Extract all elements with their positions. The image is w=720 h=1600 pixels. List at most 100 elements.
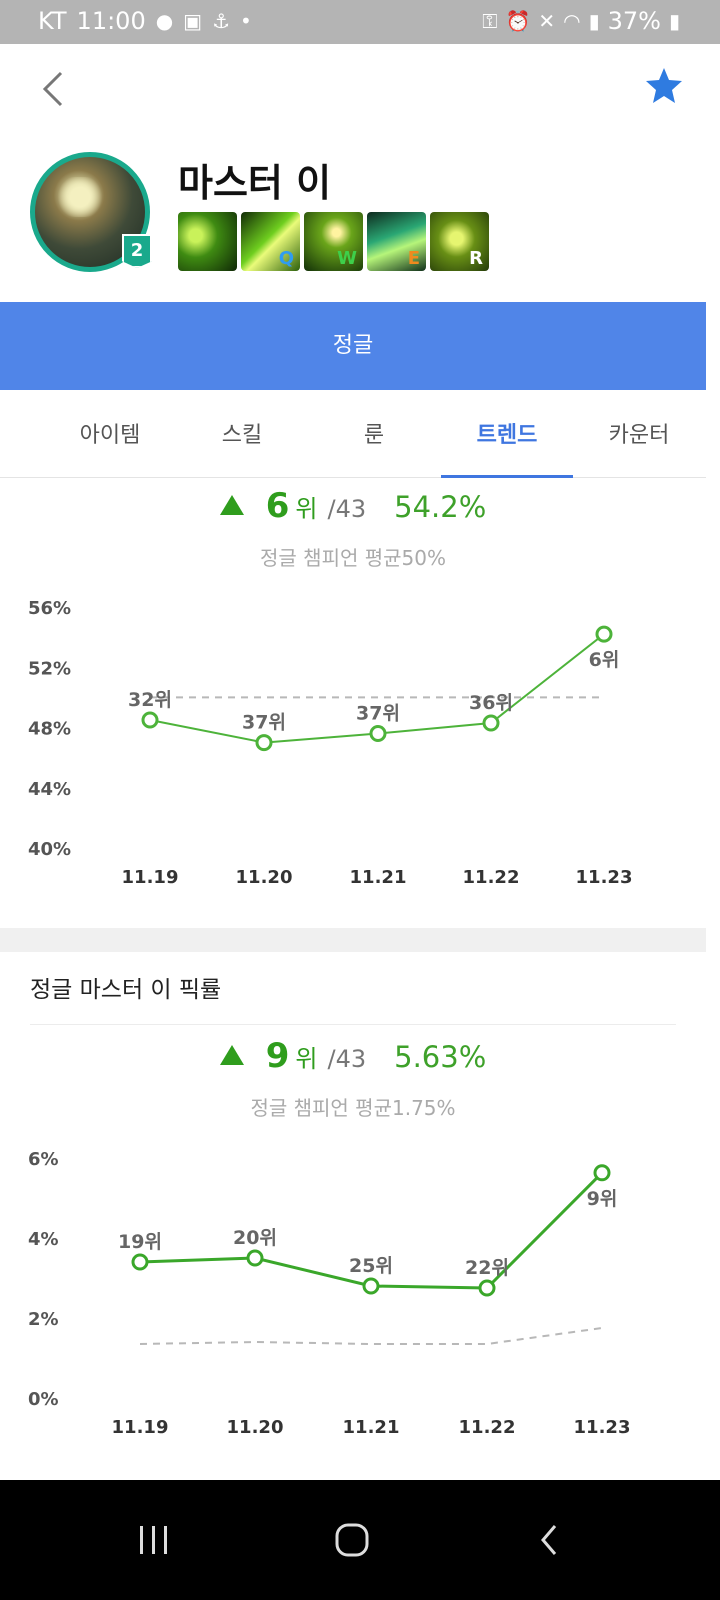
w-skill-icon[interactable]: W — [304, 212, 363, 271]
x-tick-label: 11.19 — [112, 1417, 169, 1438]
data-point — [131, 1253, 149, 1271]
win-rate-chart: 56% 52% 48% 44% 40% 11.19 11.20 11.21 11.22 11.23… — [28, 598, 633, 888]
role-selector[interactable]: 정글 — [0, 302, 706, 390]
rank-up-icon — [219, 495, 244, 515]
tab-runes[interactable]: 룬 — [363, 423, 385, 448]
rank-data-label: 19위 — [118, 1231, 162, 1253]
back-button[interactable] — [30, 64, 74, 114]
section-divider — [0, 928, 706, 952]
win-rank-total: /43 — [327, 495, 367, 523]
x-tick-label: 11.21 — [350, 867, 407, 888]
signal-icon: ▮ — [588, 9, 600, 33]
x-tick-label: 11.23 — [574, 1417, 631, 1438]
champion-name: 마스터 이 — [178, 161, 332, 205]
data-point — [478, 1279, 496, 1297]
rank-data-label: 6위 — [589, 649, 620, 671]
y-tick-label: 2% — [28, 1309, 59, 1330]
pick-rate-summary: 9 위 /43 5.63% 정글 챔피언 평균1.75% — [0, 1036, 706, 1121]
x-tick-label: 11.19 — [122, 867, 179, 888]
x-tick-label: 11.21 — [343, 1417, 400, 1438]
x-tick-label: 11.20 — [236, 867, 293, 888]
tab-bar: 아이템 스킬 룬 트렌드 카운터 — [0, 392, 706, 478]
e-skill-icon[interactable]: E — [367, 212, 426, 271]
win-rate-value: 54.2% — [394, 490, 487, 524]
q-key-label: Q — [278, 248, 294, 269]
pick-rate-section-title: 정글 마스터 이 픽률 — [30, 977, 222, 1003]
e-key-label: E — [407, 248, 420, 269]
pick-average-text: 정글 챔피언 평균1.75% — [250, 1096, 456, 1120]
x-tick-label: 11.20 — [227, 1417, 284, 1438]
gallery-notification-icon: ▣ — [183, 9, 203, 33]
data-point — [255, 734, 273, 752]
win-rank-unit: 위 — [295, 495, 318, 523]
rank-data-label: 32위 — [128, 689, 172, 711]
level-badge: 2 — [122, 234, 152, 268]
data-point — [593, 1164, 611, 1182]
battery-icon: ▮ — [668, 9, 680, 33]
x-tick-label: 11.23 — [576, 867, 633, 888]
win-average-text: 정글 챔피언 평균50% — [260, 546, 446, 570]
rank-up-icon — [219, 1045, 244, 1065]
win-rate-summary: 6 위 /43 54.2% 정글 챔피언 평균50% — [0, 486, 706, 571]
tab-trend[interactable]: 트렌드 — [441, 392, 573, 478]
key-icon: ⚿ — [482, 9, 498, 33]
pick-rate-chart: 6% 4% 2% 0% 11.19 11.20 11.21 11.22 11.23 19위 20위 2… — [28, 1149, 631, 1438]
system-nav-bar — [0, 1480, 720, 1600]
mute-icon: ✕ — [538, 9, 556, 33]
y-tick-label: 44% — [28, 779, 71, 800]
x-tick-label: 11.22 — [463, 867, 520, 888]
pick-rank: 9 — [265, 1036, 290, 1076]
star-icon — [646, 68, 682, 103]
status-bar: KT 11:00 ● ▣ ⚓ • ⚿ ⏰ ✕ ◠ ▮ 37% ▮ — [0, 0, 720, 44]
back-arrow-icon — [541, 1525, 557, 1555]
y-tick-label: 56% — [28, 598, 71, 619]
app-notification-icon: ⚓ — [212, 9, 231, 33]
passive-skill-icon[interactable] — [178, 212, 237, 271]
y-tick-label: 4% — [28, 1229, 59, 1250]
data-point — [595, 625, 613, 643]
tab-skills[interactable]: 스킬 — [221, 423, 263, 448]
y-tick-label: 0% — [28, 1389, 59, 1410]
clock: 11:00 — [76, 7, 146, 35]
rank-data-label: 22위 — [465, 1257, 509, 1279]
x-tick-label: 11.22 — [459, 1417, 516, 1438]
tab-items[interactable]: 아이템 — [79, 423, 141, 448]
q-skill-icon[interactable]: Q — [241, 212, 300, 271]
chat-notification-icon: ● — [155, 9, 174, 33]
r-key-label: R — [469, 248, 483, 269]
y-tick-label: 48% — [28, 719, 71, 740]
data-point — [362, 1277, 380, 1295]
data-point — [369, 725, 387, 743]
data-point — [141, 711, 159, 729]
rank-data-label: 9위 — [587, 1188, 618, 1210]
favorite-button[interactable] — [644, 66, 688, 110]
recent-apps-button[interactable] — [94, 1480, 214, 1600]
y-tick-label: 40% — [28, 839, 71, 860]
r-skill-icon[interactable]: R — [430, 212, 489, 271]
pick-rank-total: /43 — [327, 1045, 367, 1073]
data-point — [246, 1249, 264, 1267]
data-point — [482, 714, 500, 732]
chevron-left-icon — [42, 71, 63, 107]
carrier-label: KT — [38, 7, 67, 35]
pick-rate-value: 5.63% — [394, 1040, 487, 1074]
more-notifications-icon: • — [240, 9, 252, 33]
alarm-icon: ⏰ — [505, 9, 531, 33]
battery-percent: 37% — [607, 7, 661, 35]
tab-counter[interactable]: 카운터 — [608, 423, 670, 448]
y-tick-label: 6% — [28, 1149, 59, 1170]
rank-data-label: 20위 — [233, 1227, 277, 1249]
win-rank: 6 — [265, 486, 290, 526]
pick-rank-unit: 위 — [295, 1045, 318, 1073]
skill-icons: Q W E R — [178, 212, 489, 271]
rank-data-label: 36위 — [469, 692, 513, 714]
system-back-button[interactable] — [490, 1480, 610, 1600]
champion-avatar — [30, 152, 150, 272]
y-tick-label: 52% — [28, 658, 71, 679]
wifi-icon: ◠ — [563, 9, 581, 33]
w-key-label: W — [337, 248, 357, 269]
home-button[interactable] — [292, 1480, 412, 1600]
recent-apps-icon — [140, 1526, 167, 1554]
average-line — [139, 1327, 603, 1345]
home-icon — [335, 1523, 369, 1557]
